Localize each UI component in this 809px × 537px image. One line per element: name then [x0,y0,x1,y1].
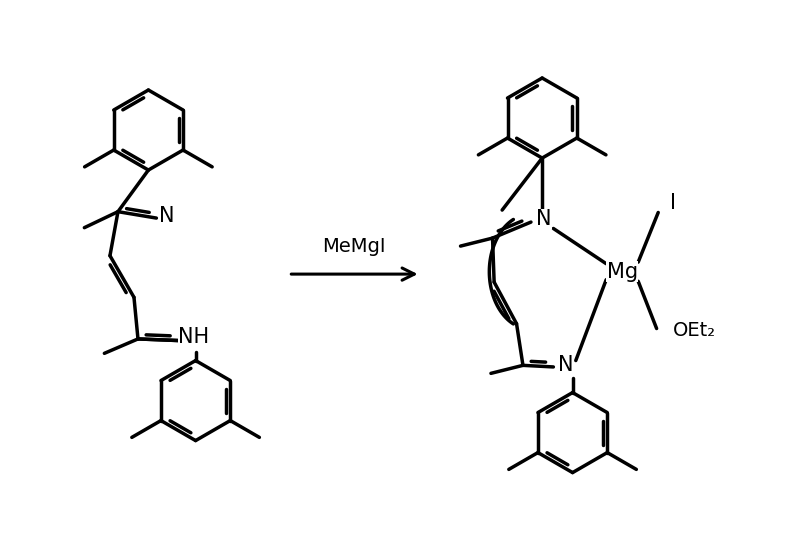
Text: Mg: Mg [607,262,637,282]
Text: N: N [558,355,574,375]
Text: MeMgI: MeMgI [322,237,386,256]
Text: NH: NH [179,328,210,347]
Text: I: I [670,193,676,213]
Text: OEt₂: OEt₂ [672,322,716,340]
Text: N: N [536,209,552,229]
Text: N: N [159,206,175,227]
